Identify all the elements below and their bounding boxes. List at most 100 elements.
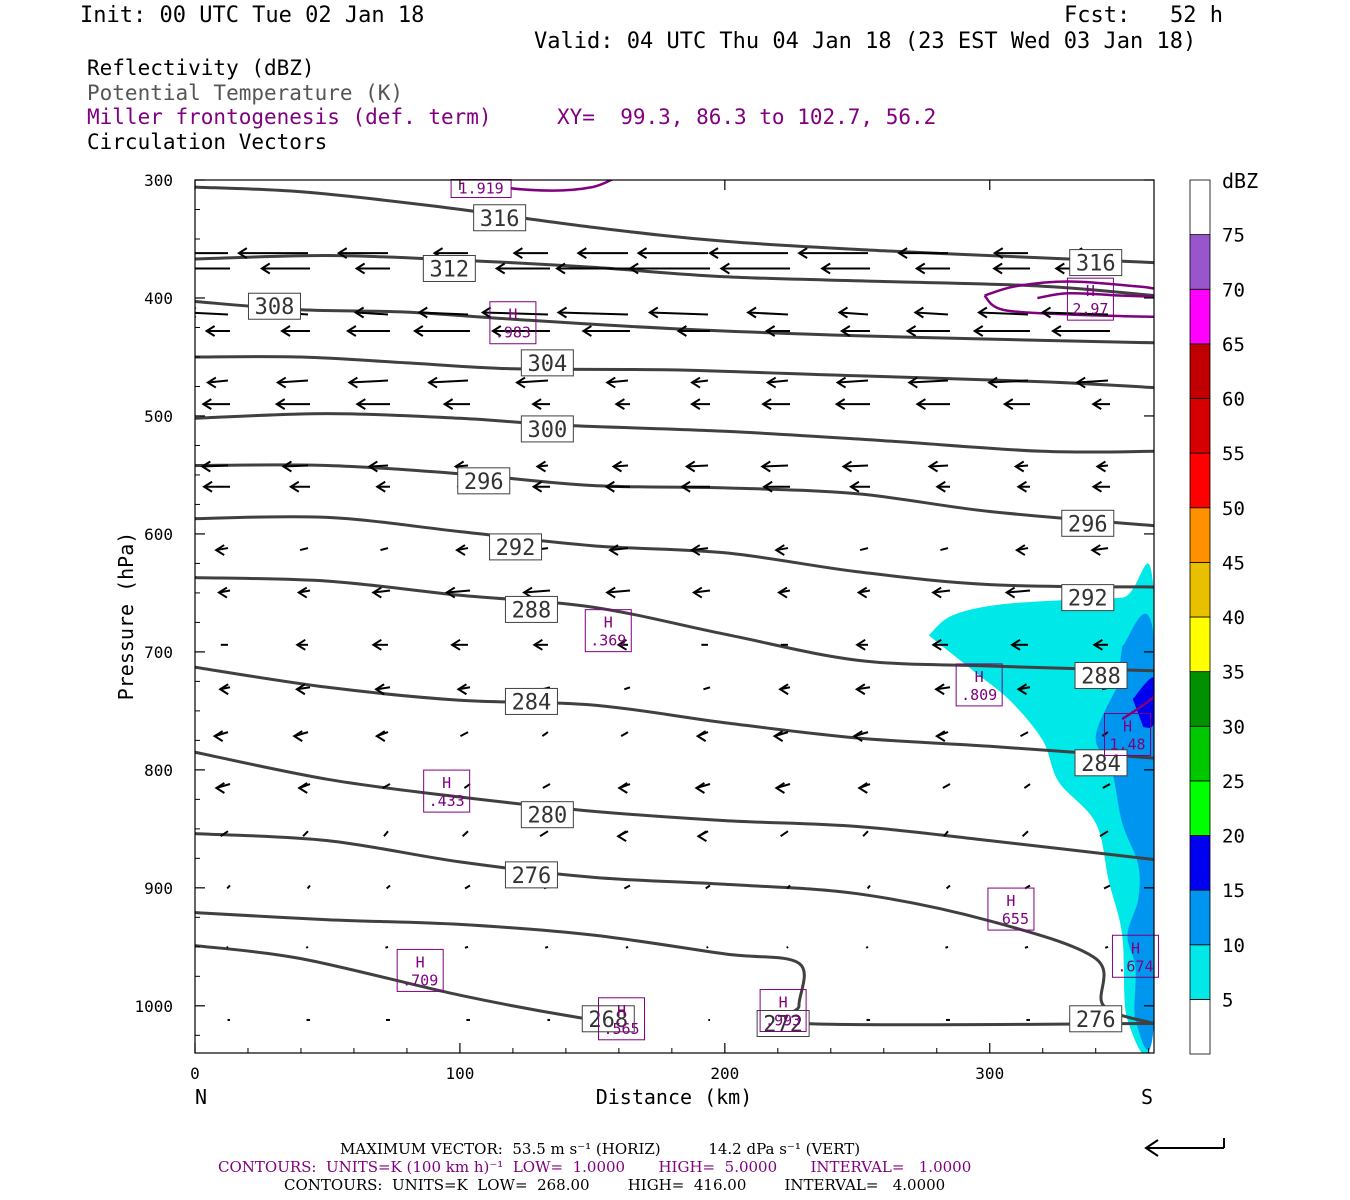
circulation-vector bbox=[1023, 783, 1031, 789]
svg-text:280: 280 bbox=[527, 804, 567, 829]
theta-label-288: 288 bbox=[1074, 661, 1128, 689]
y-tick-label: 300 bbox=[144, 171, 173, 190]
colorbar-swatch bbox=[1189, 671, 1211, 727]
theta-label-316: 316 bbox=[1069, 249, 1123, 277]
y-tick-label: 400 bbox=[144, 289, 173, 308]
theta-label-304: 304 bbox=[520, 349, 574, 377]
circulation-vector bbox=[703, 686, 711, 691]
svg-text:272: 272 bbox=[763, 1013, 803, 1038]
circulation-vector bbox=[765, 376, 789, 389]
circulation-vector bbox=[532, 638, 548, 651]
circulation-vector bbox=[1091, 398, 1110, 410]
circulation-vector bbox=[354, 262, 390, 275]
circulation-vector bbox=[987, 376, 1029, 389]
forecast-hour-label: Fcst: 52 h bbox=[1064, 3, 1223, 28]
circulation-vector bbox=[280, 325, 310, 337]
colorbar-swatch bbox=[1189, 234, 1211, 290]
circulation-vector bbox=[459, 731, 469, 737]
circulation-vector bbox=[780, 830, 789, 838]
y-axis-title: Pressure (hPa) bbox=[114, 532, 138, 701]
circulation-vector bbox=[616, 638, 628, 651]
svg-text:296: 296 bbox=[1068, 512, 1108, 537]
circulation-vector bbox=[931, 638, 948, 651]
circulation-vector bbox=[1101, 731, 1109, 737]
svg-text:312: 312 bbox=[429, 257, 469, 282]
colorbar-swatch bbox=[1189, 835, 1211, 891]
circulation-vector bbox=[274, 398, 310, 410]
svg-text:304: 304 bbox=[527, 352, 567, 377]
circulation-vector bbox=[371, 638, 388, 651]
svg-text:H: H bbox=[975, 668, 984, 686]
theta-contour-308 bbox=[195, 300, 1154, 345]
circulation-vector bbox=[226, 946, 229, 949]
south-label: S bbox=[1141, 1085, 1153, 1109]
circulation-vector bbox=[992, 247, 1028, 259]
circulation-vector bbox=[201, 398, 230, 410]
circulation-vector bbox=[762, 480, 790, 493]
circulation-vector bbox=[907, 376, 949, 389]
theta-contour-276 bbox=[195, 832, 1154, 1025]
circulation-vector bbox=[292, 730, 309, 742]
circulation-vector bbox=[897, 247, 948, 259]
circulation-vector bbox=[581, 325, 630, 337]
svg-text:316: 316 bbox=[1076, 252, 1116, 277]
colorbar-tick-label: 25 bbox=[1222, 771, 1245, 793]
svg-text:H: H bbox=[416, 953, 425, 971]
svg-text:.983: .983 bbox=[495, 324, 531, 342]
circulation-vector bbox=[837, 306, 869, 319]
circulation-vector bbox=[676, 325, 710, 337]
circulation-vector bbox=[761, 398, 790, 410]
colorbar-swatch bbox=[1189, 616, 1211, 673]
circulation-vector bbox=[854, 683, 871, 696]
circulation-vector bbox=[617, 782, 631, 794]
circulation-vector bbox=[1075, 376, 1109, 389]
svg-text:.809: .809 bbox=[961, 686, 997, 704]
colorbar-tick-label: 55 bbox=[1222, 443, 1245, 465]
circulation-vector bbox=[746, 306, 789, 319]
circulation-vector bbox=[856, 586, 871, 599]
svg-text:.565: .565 bbox=[603, 1020, 639, 1038]
circulation-vector bbox=[972, 325, 1030, 337]
theta-label-292: 292 bbox=[1061, 584, 1115, 612]
circulation-vector bbox=[374, 683, 391, 696]
circulation-vector bbox=[865, 945, 869, 949]
circulation-vector bbox=[214, 544, 229, 556]
colorbar-swatch bbox=[1189, 507, 1211, 563]
circulation-vector bbox=[236, 247, 308, 259]
circulation-vector bbox=[1051, 325, 1110, 337]
theta-contour-312 bbox=[195, 253, 1154, 298]
circulation-vector bbox=[1013, 460, 1029, 473]
circulation-vector bbox=[539, 830, 549, 838]
theta-label-292: 292 bbox=[489, 533, 543, 561]
colorbar-tick-label: 65 bbox=[1222, 334, 1245, 356]
circulation-vector bbox=[355, 398, 390, 410]
colorbar-tick-label: 35 bbox=[1222, 662, 1245, 684]
circulation-vector bbox=[427, 376, 469, 389]
circulation-vector bbox=[866, 884, 871, 890]
circulation-vector bbox=[684, 460, 709, 473]
theta-contour-note: CONTOURS: UNITS=K LOW= 268.00 HIGH= 416.… bbox=[284, 1176, 946, 1194]
circulation-vector bbox=[1014, 544, 1029, 556]
circulation-vector bbox=[371, 586, 391, 599]
circulation-vector bbox=[1016, 683, 1031, 696]
svg-text:292: 292 bbox=[1068, 587, 1108, 612]
circulation-vector bbox=[302, 830, 309, 837]
circulation-vector bbox=[777, 586, 791, 599]
x-tick-label: 100 bbox=[445, 1064, 474, 1083]
circulation-vector bbox=[940, 547, 949, 552]
circulation-vector bbox=[705, 884, 711, 890]
circulation-vector bbox=[691, 586, 711, 599]
circulation-vector bbox=[1024, 945, 1029, 949]
circulation-vector bbox=[412, 325, 470, 337]
frontogenesis-contour-note: CONTOURS: UNITS=K (100 km h)⁻¹ LOW= 1.00… bbox=[218, 1158, 972, 1176]
theta-label-280: 280 bbox=[520, 801, 574, 829]
theta-label-272: 272 bbox=[756, 1010, 810, 1038]
circulation-vector bbox=[299, 547, 309, 552]
circulation-vector bbox=[1102, 783, 1111, 789]
circulation-vector bbox=[628, 262, 710, 275]
circulation-vector bbox=[385, 884, 391, 890]
circulation-vector bbox=[623, 686, 631, 691]
circulation-vector bbox=[778, 683, 791, 696]
y-tick-label: 500 bbox=[144, 407, 173, 426]
circulation-vector bbox=[690, 376, 709, 389]
